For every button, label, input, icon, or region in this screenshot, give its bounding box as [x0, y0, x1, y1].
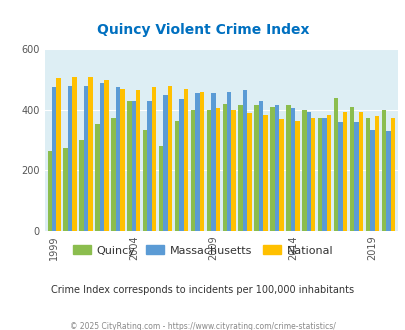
Bar [127, 101, 131, 231]
Bar [190, 110, 195, 231]
Bar [79, 140, 83, 231]
Bar [167, 86, 172, 231]
Bar [326, 115, 330, 231]
Bar [68, 86, 72, 231]
Bar [88, 77, 92, 231]
Bar [381, 110, 385, 231]
Bar [83, 86, 88, 231]
Bar [317, 117, 322, 231]
Bar [222, 104, 226, 231]
Bar [369, 130, 374, 231]
Bar [279, 119, 283, 231]
Bar [143, 130, 147, 231]
Bar [175, 120, 179, 231]
Bar [163, 95, 167, 231]
Bar [385, 131, 390, 231]
Bar [342, 112, 346, 231]
Bar [56, 78, 61, 231]
Bar [179, 99, 183, 231]
Bar [183, 89, 188, 231]
Text: Quincy Violent Crime Index: Quincy Violent Crime Index [96, 23, 309, 37]
Bar [131, 101, 136, 231]
Bar [258, 101, 262, 231]
Bar [115, 87, 120, 231]
Bar [104, 80, 109, 231]
Bar [158, 146, 163, 231]
Bar [199, 92, 204, 231]
Bar [301, 110, 306, 231]
Bar [95, 124, 100, 231]
Bar [294, 120, 299, 231]
Bar [211, 93, 215, 231]
Bar [206, 110, 211, 231]
Bar [254, 106, 258, 231]
Text: © 2025 CityRating.com - https://www.cityrating.com/crime-statistics/: © 2025 CityRating.com - https://www.city… [70, 322, 335, 330]
Legend: Quincy, Massachusetts, National: Quincy, Massachusetts, National [68, 241, 337, 260]
Bar [322, 117, 326, 231]
Bar [390, 117, 394, 231]
Bar [238, 106, 242, 231]
Bar [195, 93, 199, 231]
Bar [147, 101, 151, 231]
Bar [136, 90, 140, 231]
Bar [274, 106, 279, 231]
Bar [226, 92, 231, 231]
Bar [310, 117, 315, 231]
Bar [365, 117, 369, 231]
Bar [100, 83, 104, 231]
Bar [349, 107, 354, 231]
Bar [374, 116, 378, 231]
Bar [337, 122, 342, 231]
Bar [111, 117, 115, 231]
Bar [358, 112, 362, 231]
Bar [290, 109, 294, 231]
Bar [354, 122, 358, 231]
Bar [47, 151, 52, 231]
Bar [333, 98, 337, 231]
Text: Crime Index corresponds to incidents per 100,000 inhabitants: Crime Index corresponds to incidents per… [51, 285, 354, 295]
Bar [63, 148, 68, 231]
Bar [262, 115, 267, 231]
Bar [72, 77, 77, 231]
Bar [270, 107, 274, 231]
Bar [231, 110, 235, 231]
Bar [120, 89, 124, 231]
Bar [52, 87, 56, 231]
Bar [215, 109, 220, 231]
Bar [286, 106, 290, 231]
Bar [306, 112, 310, 231]
Bar [151, 87, 156, 231]
Bar [242, 90, 247, 231]
Bar [247, 113, 251, 231]
